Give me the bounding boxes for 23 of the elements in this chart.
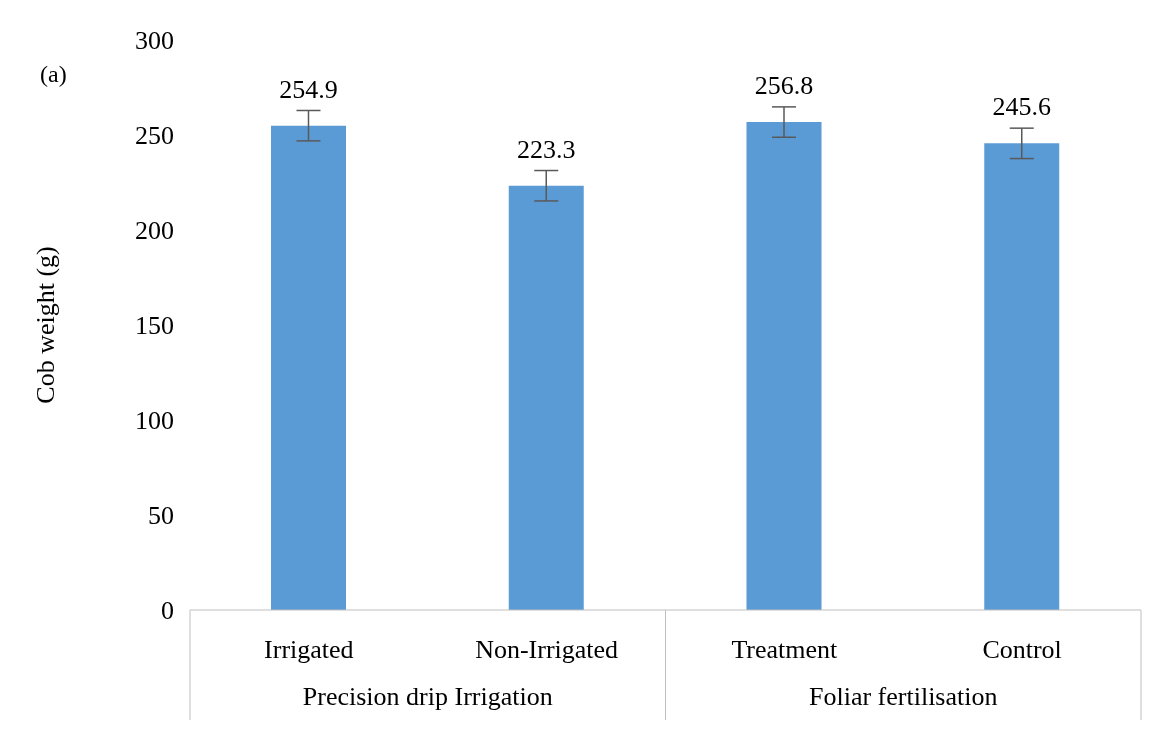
bar: [508, 185, 584, 610]
y-axis-title: Cob weight (g): [31, 246, 60, 404]
y-tick-label: 200: [135, 216, 174, 246]
text: (a): [40, 61, 67, 87]
bar: [984, 143, 1060, 610]
text: Precision drip Irrigation: [302, 682, 553, 711]
y-tick-label: 250: [135, 121, 174, 151]
y-tick-label: 150: [135, 311, 174, 341]
text: Foliar fertilisation: [809, 682, 998, 711]
bar: [271, 125, 346, 610]
data-label: 254.9: [279, 74, 338, 104]
x-tick-label: Treatment: [731, 635, 839, 665]
x-tick-label: Control: [982, 635, 1062, 665]
x-tick-label: Non-Irrigated: [475, 635, 619, 665]
y-tick-label: 300: [135, 26, 174, 56]
y-tick-label: 50: [148, 501, 174, 531]
bar: [746, 122, 822, 610]
data-label: 245.6: [992, 92, 1051, 122]
data-label: 256.8: [754, 71, 814, 101]
y-tick-label: 0: [161, 596, 174, 626]
data-label: 223.3: [517, 134, 576, 164]
y-tick-label: 100: [135, 406, 174, 436]
x-tick-label: Irrigated: [264, 635, 354, 665]
